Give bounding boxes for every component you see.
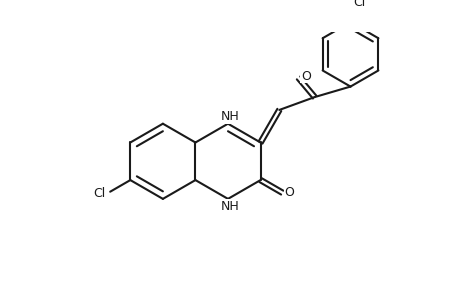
Text: NH: NH bbox=[220, 200, 239, 212]
Text: O: O bbox=[300, 70, 310, 83]
Text: Cl: Cl bbox=[353, 0, 365, 9]
Text: Cl: Cl bbox=[93, 187, 105, 200]
Text: NH: NH bbox=[220, 110, 239, 123]
Text: O: O bbox=[284, 186, 294, 199]
